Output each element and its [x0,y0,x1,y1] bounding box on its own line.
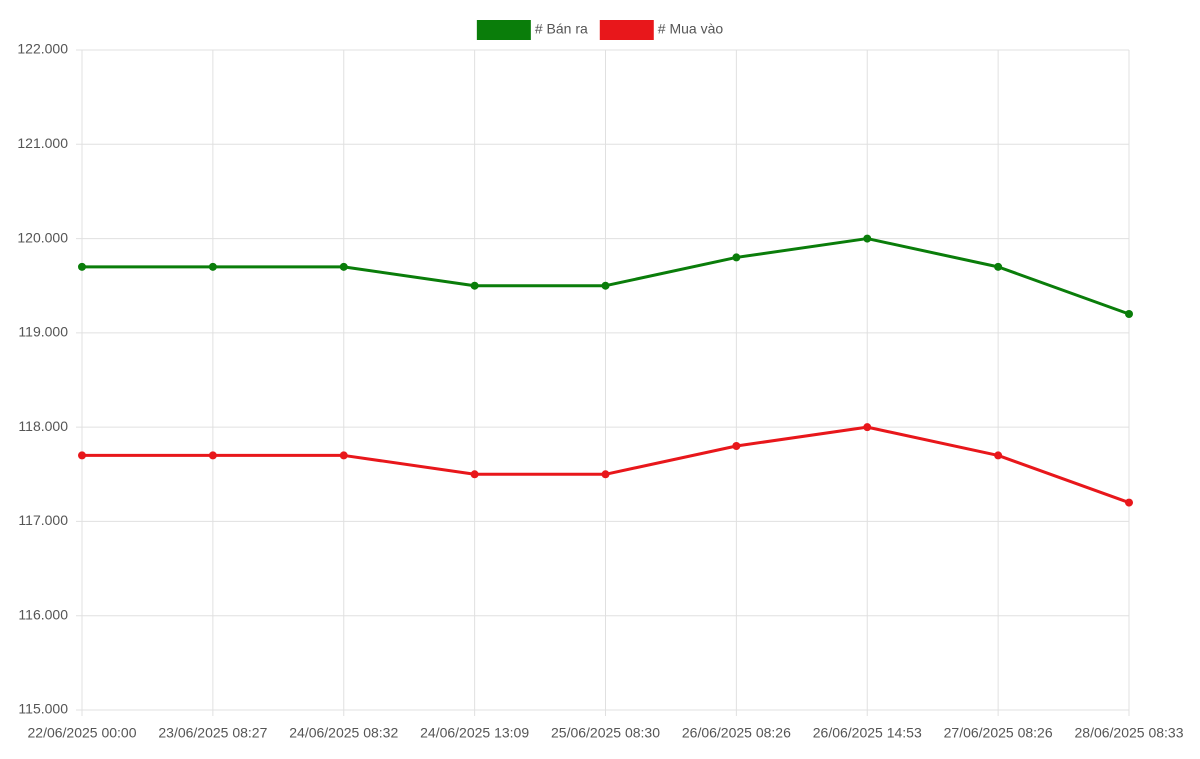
data-point [339,451,348,460]
legend-swatch [599,20,654,40]
legend-label: # Bán ra [535,21,588,37]
data-point [470,470,479,479]
x-tick-label: 28/06/2025 08:33 [1075,725,1184,741]
x-tick-label: 26/06/2025 14:53 [813,725,922,741]
data-point [470,281,479,290]
y-tick-label: 118.000 [18,418,68,434]
data-point [994,451,1003,460]
y-tick-label: 121.000 [17,135,68,151]
data-point [1125,310,1133,318]
data-point [601,281,610,290]
x-tick-label: 25/06/2025 08:30 [551,725,660,741]
y-tick-label: 119.000 [18,324,68,340]
data-point [994,262,1003,271]
x-tick-label: 24/06/2025 08:32 [289,725,398,741]
data-point [78,451,86,460]
y-tick-label: 122.000 [17,41,68,57]
y-tick-label: 120.000 [17,229,68,245]
x-tick-label: 27/06/2025 08:26 [944,725,1053,741]
data-point [732,442,741,450]
legend-swatch [476,20,531,40]
y-tick-label: 116.000 [18,606,68,622]
data-point [78,262,86,271]
x-tick-label: 22/06/2025 00:00 [28,725,137,741]
data-point [732,253,741,262]
data-point [863,423,872,432]
y-tick-label: 117.000 [18,512,68,528]
y-tick-label: 115.000 [18,701,68,717]
x-tick-label: 23/06/2025 08:27 [158,725,267,741]
data-point [1125,498,1133,507]
legend-label: # Mua vào [658,21,724,37]
data-point [339,262,348,271]
legend: # Bán ra # Mua vào [476,20,724,40]
data-point [863,234,872,243]
data-point [208,262,217,271]
data-point [601,470,610,479]
x-tick-label: 24/06/2025 13:09 [420,725,529,741]
data-point [208,451,217,460]
x-tick-label: 26/06/2025 08:26 [682,725,791,741]
